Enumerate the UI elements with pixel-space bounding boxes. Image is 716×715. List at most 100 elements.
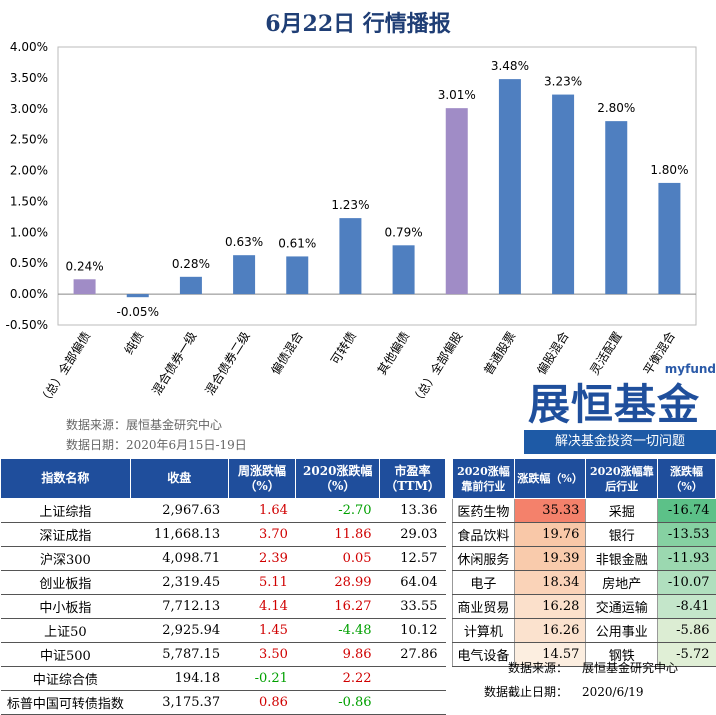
table-row: 创业板指 2,319.45 5.11 28.99 64.04 [0,570,446,595]
data-label: 1.23% [331,198,369,212]
index-name: 中证500 [0,642,131,667]
y-tick-label: 0.50% [10,256,48,270]
top-industry: 计算机 [452,618,515,643]
y-tick-label: 2.00% [10,164,48,178]
top-industry-change: 16.26 [513,618,586,643]
week-change: 4.14 [228,594,296,619]
week-change: 0.86 [228,690,296,715]
week-change: -0.21 [228,666,296,691]
bar [73,279,96,295]
table-row: 商业贸易 16.28 交通运输 -8.41 [452,594,716,619]
bottom-industry: 房地产 [585,570,658,595]
y-tick-label: 1.50% [10,194,48,208]
table-row: 电气设备 14.57 钢铁 -5.72 [452,642,716,667]
index-table: 指数名称 收盘 周涨跌幅（%） 2020涨跌幅（%） 市盈率（TTM） 上证综指 2,96… [0,458,446,715]
bar [392,245,415,295]
bar [179,276,202,295]
week-change: 1.64 [228,498,296,523]
top-industry: 食品饮料 [452,522,515,547]
close-value: 7,712.13 [130,594,229,619]
week-change: 3.70 [228,522,296,547]
chart-source: 数据来源：展恒基金研究中心 [66,418,223,432]
footer-source-key: 数据来源： [507,661,568,675]
close-value: 3,175.37 [130,690,229,715]
close-value: 2,319.45 [130,570,229,595]
category-label: 纯债 [122,329,147,357]
bottom-industry: 钢铁 [585,642,658,667]
ytd-change: -2.70 [295,498,380,523]
week-change: 2.39 [228,546,296,571]
bar [286,256,309,295]
index-name: 上证50 [0,618,131,643]
bottom-industry-change: -10.07 [657,570,716,595]
y-tick-label: 3.00% [10,102,48,116]
bar [552,94,575,295]
index-table-header: 收盘 [129,458,229,499]
industry-table-header: 2020涨幅靠后行业 [585,458,659,499]
pe-value: 12.57 [379,546,446,571]
week-change: 5.11 [228,570,296,595]
ytd-change: -4.48 [295,618,380,643]
brand-logo: myfund 展恒基金 解决基金投资一切问题 [524,362,716,458]
index-table-header: 指数名称 [0,458,131,499]
ytd-change: 28.99 [295,570,380,595]
close-value: 2,925.94 [130,618,229,643]
table-row: 计算机 16.26 公用事业 -5.86 [452,618,716,643]
industry-table-header: 2020涨幅靠前行业 [452,458,515,499]
pe-value: 33.55 [379,594,446,619]
category-label: 可转债 [327,329,359,367]
ytd-change: 16.27 [295,594,380,619]
pe-value: 13.36 [379,498,446,523]
index-name: 中证综合债 [0,666,131,691]
category-label: 普通股票 [481,329,518,377]
logo-slogan: 解决基金投资一切问题 [524,430,716,454]
bottom-industry-change: -5.72 [657,642,716,667]
bottom-industry-change: -8.41 [657,594,716,619]
index-table-header: 2020涨跌幅（%） [295,458,381,499]
bottom-industry-change: -11.93 [657,546,716,571]
bar [233,255,256,295]
bar [605,121,628,295]
top-industry: 医药生物 [452,498,515,523]
ytd-change: -0.86 [295,690,380,715]
top-industry-change: 19.39 [513,546,586,571]
close-value: 4,098.71 [130,546,229,571]
y-tick-label: -0.50% [6,318,48,332]
bottom-industry: 交通运输 [585,594,658,619]
table-row: 上证综指 2,967.63 1.64 -2.70 13.36 [0,498,446,523]
top-industry: 电气设备 [452,642,515,667]
logo-brand-text: myfund [664,362,716,376]
bar [498,79,521,295]
y-tick-label: 1.00% [10,225,48,239]
data-label: 0.28% [172,257,210,271]
bottom-industry: 采掘 [585,498,658,523]
page-title: 6月22日 行情播报 [265,11,451,37]
ytd-change: 11.86 [295,522,380,547]
industry-table-header: 涨跌幅（%） [513,458,587,499]
bottom-industry-change: -16.74 [657,498,716,523]
close-value: 2,967.63 [130,498,229,523]
y-tick-label: 4.00% [10,40,48,54]
table-row: 中证综合债 194.18 -0.21 2.22 [0,666,446,691]
close-value: 11,668.13 [130,522,229,547]
pe-value: 27.86 [379,642,446,667]
data-label: 3.23% [544,75,582,89]
data-label: 2.80% [597,101,635,115]
top-industry-change: 14.57 [513,642,586,667]
close-value: 5,787.15 [130,642,229,667]
bar-chart: -0.50% 0.00% 0.50% 1.00% 1.50% 2.00% 2.50% 3.00… [6,40,697,408]
table-row: 上证50 2,925.94 1.45 -4.48 10.12 [0,618,446,643]
bottom-industry-change: -5.86 [657,618,716,643]
plot-frame [57,46,697,326]
industry-table-footer: 数据来源： 展恒基金研究中心 数据截止日期： 2020/6/19 [452,656,716,704]
table-row: 休闲服务 19.39 非银金融 -11.93 [452,546,716,571]
bottom-industry-change: -13.53 [657,522,716,547]
pe-value: 10.12 [379,618,446,643]
table-row: 食品饮料 19.76 银行 -13.53 [452,522,716,547]
top-industry-change: 18.34 [513,570,586,595]
index-name: 上证综指 [0,498,131,523]
data-label: 0.61% [278,236,316,250]
bottom-industry: 公用事业 [585,618,658,643]
table-row: 中小板指 7,712.13 4.14 16.27 33.55 [0,594,446,619]
table-row: 深证成指 11,668.13 3.70 11.86 29.03 [0,522,446,547]
